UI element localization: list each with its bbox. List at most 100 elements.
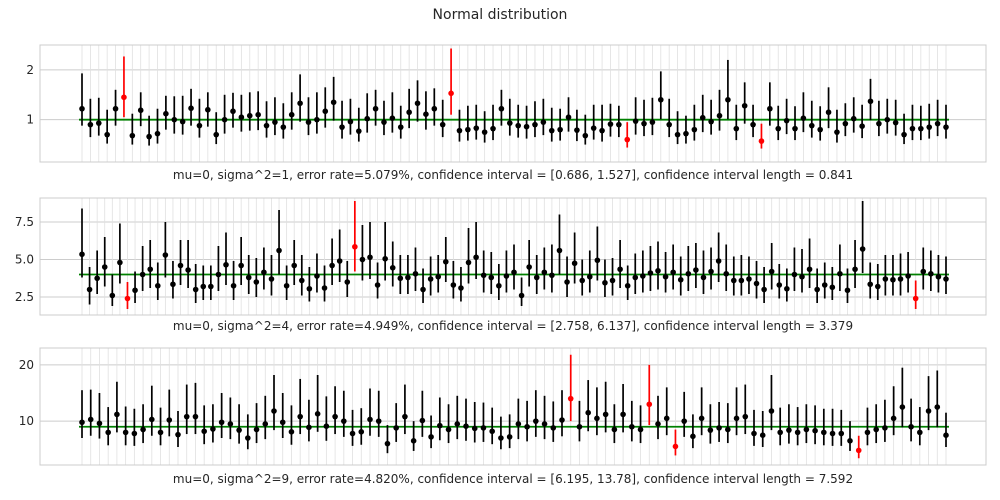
x-axis-label: mu=0, sigma^2=1, error rate=5.079%, conf… [173,168,853,182]
data-point [147,266,154,273]
data-point [498,105,505,112]
data-point [192,286,199,293]
data-point [149,416,155,423]
data-point [314,116,320,123]
data-point [280,124,287,130]
data-point [410,438,417,444]
data-point [87,121,94,128]
data-point [791,271,798,278]
data-point [515,421,522,427]
data-point [272,119,278,125]
data-point [882,425,888,431]
data-point [105,429,111,436]
data-point [685,270,692,277]
data-point [867,281,874,288]
data-point [200,283,207,290]
x-axis-label: mu=0, sigma^2=9, error rate=4.820%, conf… [173,472,853,486]
data-point [112,105,119,112]
data-point [663,415,670,422]
data-point [759,432,766,438]
x-axis-label: mu=0, sigma^2=4, error rate=4.949%, conf… [173,319,853,333]
data-point [179,118,186,125]
data-point [271,408,277,414]
data-point [439,121,446,128]
data-point [428,434,434,440]
data-point [700,274,707,281]
data-point [288,111,295,118]
data-point [641,120,647,127]
data-point [297,100,303,107]
data-point [768,268,775,275]
data-point [681,418,687,424]
data-point [806,266,813,273]
data-point [882,276,889,282]
data-point [874,283,881,290]
data-point [666,121,672,128]
data-point [767,105,773,112]
data-point [384,440,391,447]
data-point [122,429,129,436]
data-point [825,109,832,116]
chart-panel-2: 2.5 5.0 7.5 mu=0, sigma^2=4, error rate=4.9… [15,197,987,333]
data-point [146,133,152,140]
data-point [94,275,100,282]
data-point [330,99,337,106]
data-point [175,431,181,438]
data-point [279,419,286,426]
data-point [526,264,532,270]
data-point [821,282,828,288]
data-point [943,124,949,130]
data-point [607,121,614,127]
data-point [624,282,631,289]
data-point [230,282,237,289]
data-point [616,121,622,128]
data-point [733,125,740,132]
axes-frame [39,44,987,163]
data-point [336,258,343,264]
data-point [677,276,684,283]
data-point [218,419,225,426]
data-point [463,423,469,429]
data-point [624,136,631,143]
data-point [374,282,381,288]
data-point [196,122,203,129]
data-point [192,413,199,420]
data-point [96,420,103,427]
data-point [162,252,169,258]
data-point [79,105,85,112]
data-point [632,274,639,281]
data-point [620,411,626,418]
data-point [364,115,371,122]
data-point [323,423,330,429]
data-point [465,126,471,133]
data-point [406,109,412,116]
data-point [901,131,907,138]
data-point [571,260,578,267]
data-point [609,277,616,284]
data-point [548,127,555,134]
data-point [786,427,792,433]
data-point [114,411,120,418]
data-point [375,418,382,424]
data-point [489,428,495,435]
data-point [549,272,555,279]
data-point [637,426,644,433]
data-point [873,426,879,433]
data-point [481,129,488,135]
data-point [611,426,618,433]
data-point [909,125,916,132]
data-point [867,98,874,105]
data-point [397,275,404,282]
data-point [450,282,457,288]
data-point [876,120,882,127]
data-point [332,413,338,420]
data-point [397,124,404,130]
data-point [208,283,214,290]
data-point [456,127,463,134]
data-point [576,423,583,430]
data-point [917,429,923,436]
data-point [741,102,748,109]
data-point [708,268,714,275]
axes-frame [39,347,987,466]
data-point [691,126,698,133]
